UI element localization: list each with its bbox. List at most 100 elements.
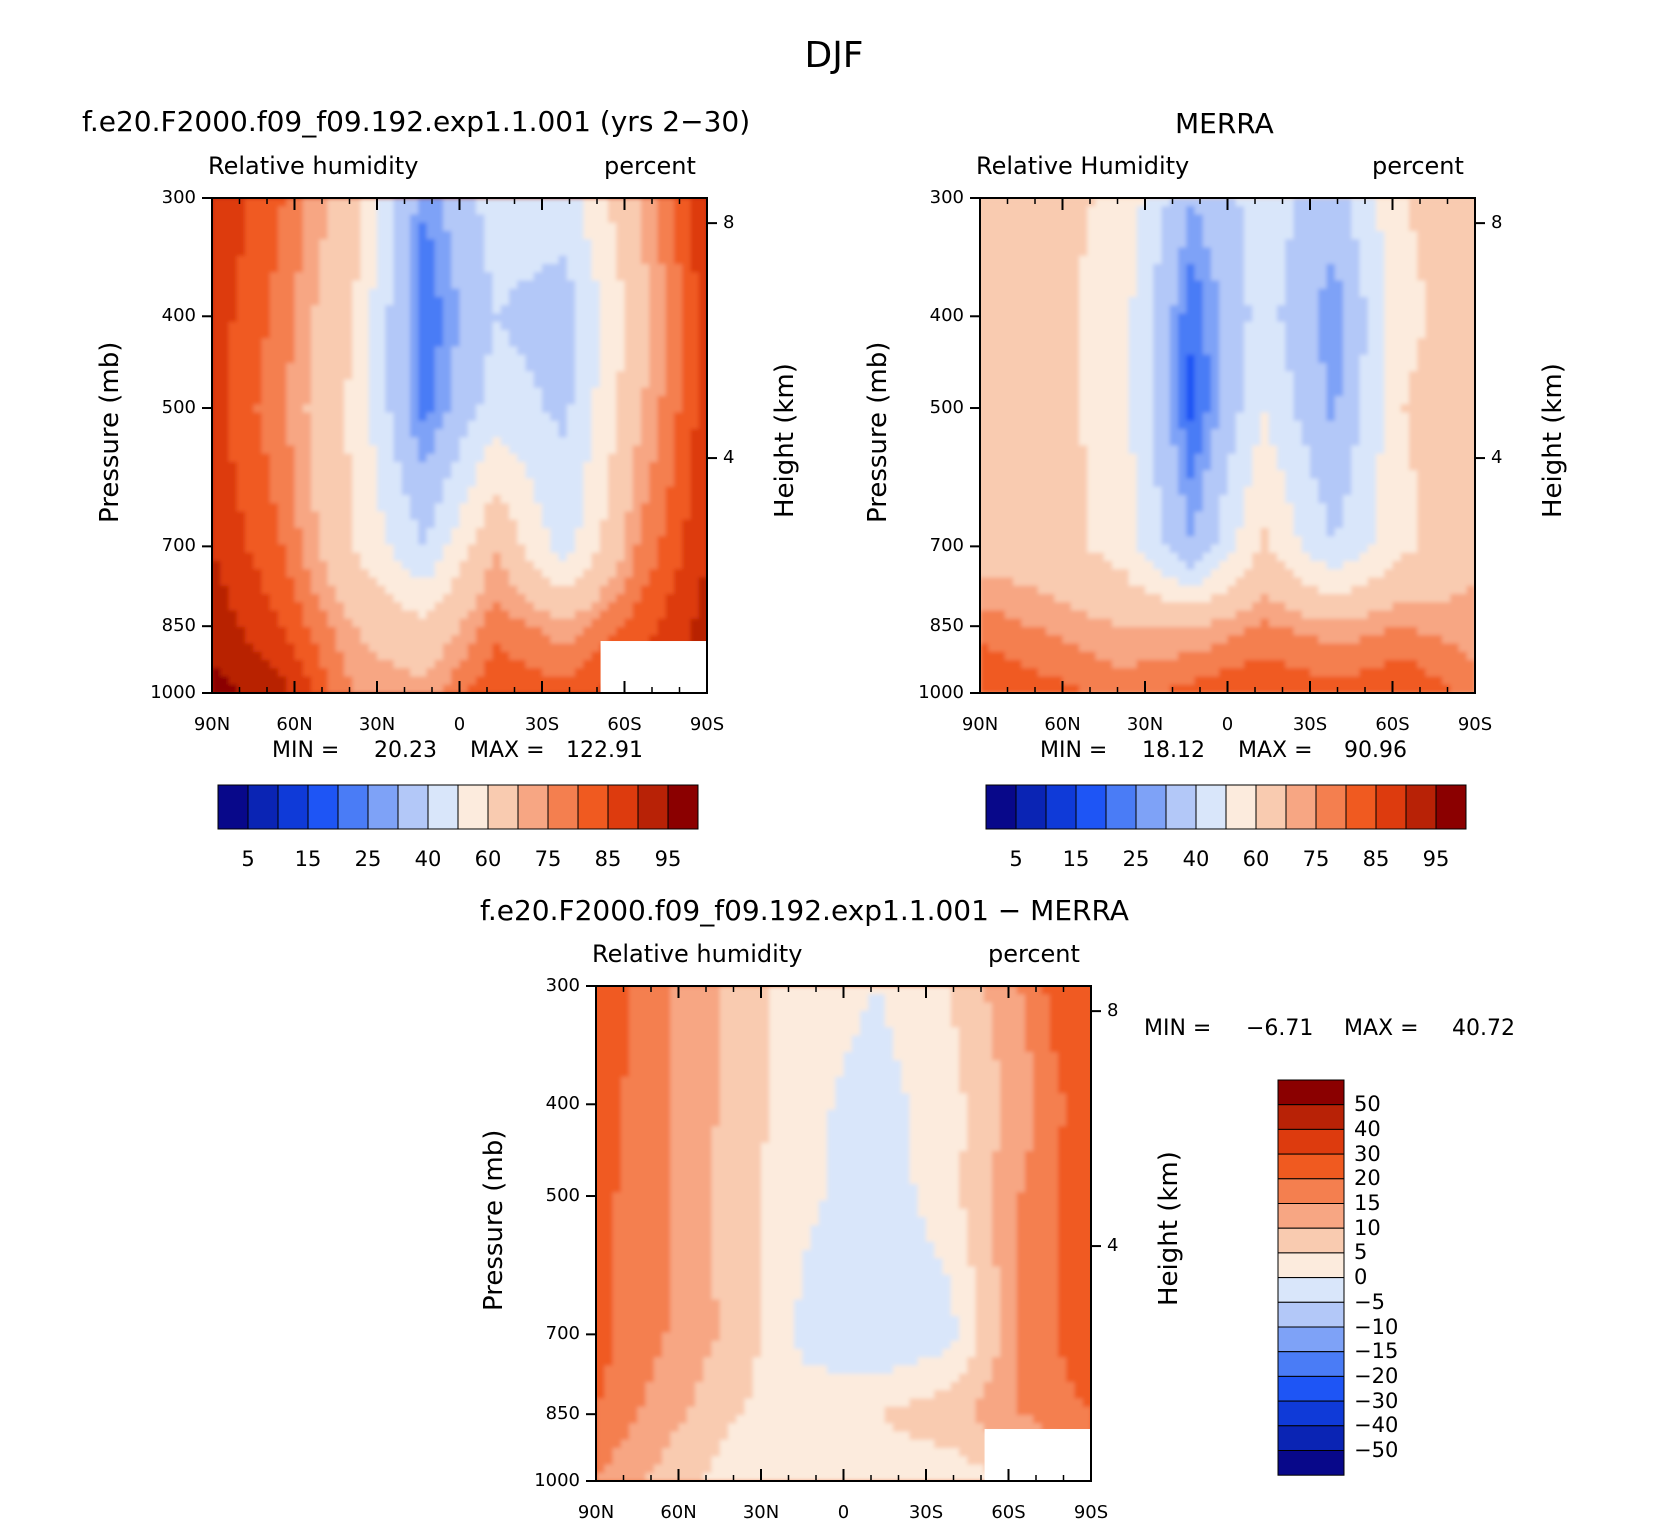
field-cell <box>484 487 493 496</box>
field-cell <box>484 281 493 290</box>
field-cell <box>1450 264 1459 273</box>
field-cell <box>484 256 493 265</box>
field-cell <box>1005 223 1014 232</box>
field-cell <box>633 371 642 380</box>
field-cell <box>1285 281 1294 290</box>
field-cell <box>1302 363 1311 372</box>
field-cell <box>286 660 295 669</box>
field-cell <box>1327 338 1336 347</box>
field-cell <box>402 503 411 512</box>
field-cell <box>559 272 568 281</box>
field-cell <box>1145 223 1154 232</box>
field-cell <box>649 264 658 273</box>
field-cell <box>1211 215 1220 224</box>
field-cell <box>559 561 568 570</box>
field-cell <box>526 487 535 496</box>
field-cell <box>311 264 320 273</box>
field-cell <box>220 446 229 455</box>
field-cell <box>682 248 691 257</box>
field-cell <box>418 545 427 554</box>
field-cell <box>476 429 485 438</box>
field-cell <box>1434 289 1443 298</box>
field-cell <box>980 215 989 224</box>
field-cell <box>336 454 345 463</box>
field-cell <box>592 421 601 430</box>
field-cell <box>1030 215 1039 224</box>
field-cell <box>336 627 345 636</box>
field-cell <box>377 272 386 281</box>
field-cell <box>1104 281 1113 290</box>
field-cell <box>484 421 493 430</box>
field-cell <box>328 635 337 644</box>
field-cell <box>402 314 411 323</box>
field-cell <box>328 578 337 587</box>
field-cell <box>1261 371 1270 380</box>
field-cell <box>1302 322 1311 331</box>
field-cell <box>344 322 353 331</box>
field-cell <box>1343 363 1352 372</box>
field-cell <box>1178 256 1187 265</box>
field-cell <box>517 355 526 364</box>
field-cell <box>517 586 526 595</box>
field-cell <box>567 429 576 438</box>
field-cell <box>1244 272 1253 281</box>
field-cell <box>1145 281 1154 290</box>
field-cell <box>394 437 403 446</box>
field-cell <box>237 305 246 314</box>
field-cell <box>270 297 279 306</box>
field-cell <box>443 248 452 257</box>
field-cell <box>567 248 576 257</box>
field-cell <box>625 528 634 537</box>
field-cell <box>1327 198 1336 207</box>
field-cell <box>1046 355 1055 364</box>
field-cell <box>361 487 370 496</box>
field-cell <box>666 355 675 364</box>
field-cell <box>666 297 675 306</box>
field-cell <box>583 355 592 364</box>
field-cell <box>286 454 295 463</box>
field-cell <box>311 198 320 207</box>
field-cell <box>418 668 427 677</box>
field-cell <box>476 231 485 240</box>
field-cell <box>1417 272 1426 281</box>
field-cell <box>262 404 271 413</box>
field-cell <box>229 586 238 595</box>
field-cell <box>641 487 650 496</box>
field-cell <box>608 371 617 380</box>
field-cell <box>625 347 634 356</box>
field-cell <box>493 619 502 628</box>
field-cell <box>583 363 592 372</box>
field-cell <box>220 652 229 661</box>
field-cell <box>220 660 229 669</box>
field-cell <box>608 611 617 620</box>
field-cell <box>1137 231 1146 240</box>
field-cell <box>666 330 675 339</box>
field-cell <box>1434 272 1443 281</box>
field-cell <box>1211 297 1220 306</box>
field-cell <box>476 479 485 488</box>
field-cell <box>336 281 345 290</box>
field-cell <box>649 479 658 488</box>
field-cell <box>583 347 592 356</box>
field-cell <box>220 272 229 281</box>
field-cell <box>980 338 989 347</box>
field-cell <box>641 569 650 578</box>
field-cell <box>575 495 584 504</box>
field-cell <box>253 528 262 537</box>
field-cell <box>633 396 642 405</box>
field-cell <box>658 545 667 554</box>
field-cell <box>344 619 353 628</box>
field-cell <box>682 611 691 620</box>
field-cell <box>328 594 337 603</box>
field-cell <box>575 380 584 389</box>
field-cell <box>303 520 312 529</box>
field-cell <box>526 528 535 537</box>
field-cell <box>517 289 526 298</box>
field-cell <box>253 231 262 240</box>
field-cell <box>427 239 436 248</box>
field-cell <box>1096 248 1105 257</box>
field-cell <box>1104 338 1113 347</box>
field-cell <box>1335 231 1344 240</box>
field-cell <box>666 462 675 471</box>
field-cell <box>509 198 518 207</box>
